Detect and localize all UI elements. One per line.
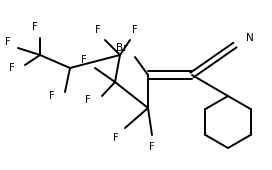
- Text: F: F: [149, 142, 155, 152]
- Text: F: F: [85, 95, 91, 105]
- Text: F: F: [113, 133, 119, 143]
- Text: N: N: [246, 33, 254, 43]
- Text: F: F: [95, 25, 101, 35]
- Text: F: F: [132, 25, 138, 35]
- Text: F: F: [5, 37, 11, 47]
- Text: F: F: [81, 55, 87, 65]
- Text: F: F: [32, 22, 38, 32]
- Text: F: F: [49, 91, 55, 101]
- Text: Br: Br: [116, 43, 128, 53]
- Text: F: F: [9, 63, 15, 73]
